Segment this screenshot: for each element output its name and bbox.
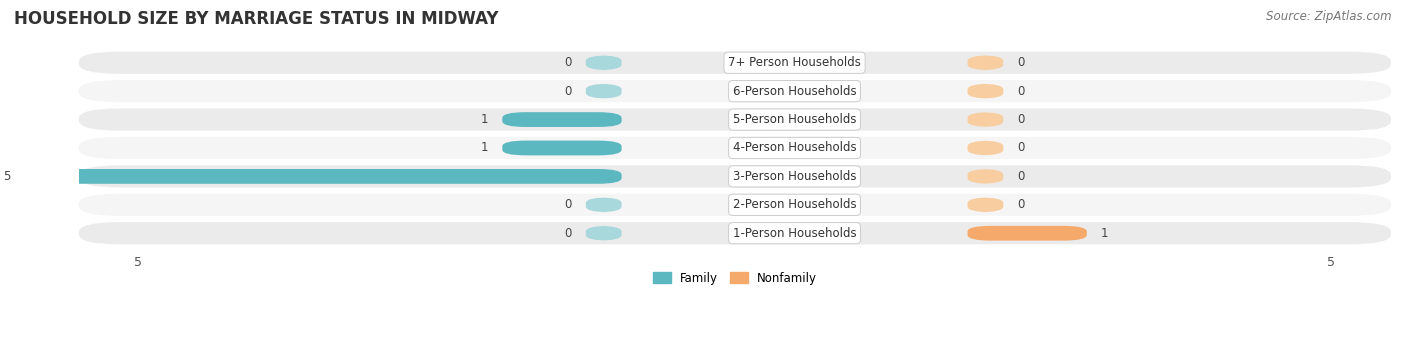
Text: 0: 0 — [1018, 85, 1025, 98]
Text: 0: 0 — [1018, 56, 1025, 69]
Text: 4-Person Households: 4-Person Households — [733, 142, 856, 154]
Text: 5-Person Households: 5-Person Households — [733, 113, 856, 126]
Text: 7+ Person Households: 7+ Person Households — [728, 56, 860, 69]
FancyBboxPatch shape — [79, 165, 1391, 188]
FancyBboxPatch shape — [967, 226, 1087, 241]
FancyBboxPatch shape — [967, 169, 1004, 184]
Text: 0: 0 — [1018, 142, 1025, 154]
Text: 1: 1 — [481, 142, 488, 154]
FancyBboxPatch shape — [586, 226, 621, 241]
FancyBboxPatch shape — [967, 197, 1004, 212]
FancyBboxPatch shape — [586, 197, 621, 212]
FancyBboxPatch shape — [967, 112, 1004, 127]
FancyBboxPatch shape — [79, 194, 1391, 216]
FancyBboxPatch shape — [79, 80, 1391, 102]
Text: 0: 0 — [1018, 113, 1025, 126]
Text: 1: 1 — [481, 113, 488, 126]
FancyBboxPatch shape — [79, 51, 1391, 74]
FancyBboxPatch shape — [967, 140, 1004, 155]
FancyBboxPatch shape — [967, 55, 1004, 70]
Text: HOUSEHOLD SIZE BY MARRIAGE STATUS IN MIDWAY: HOUSEHOLD SIZE BY MARRIAGE STATUS IN MID… — [14, 10, 499, 28]
FancyBboxPatch shape — [502, 112, 621, 127]
FancyBboxPatch shape — [502, 140, 621, 155]
Text: 0: 0 — [564, 56, 571, 69]
FancyBboxPatch shape — [586, 55, 621, 70]
FancyBboxPatch shape — [586, 84, 621, 99]
Text: 0: 0 — [564, 198, 571, 211]
Text: Source: ZipAtlas.com: Source: ZipAtlas.com — [1267, 10, 1392, 23]
FancyBboxPatch shape — [79, 108, 1391, 131]
Text: 5: 5 — [3, 170, 11, 183]
Text: 0: 0 — [1018, 170, 1025, 183]
Text: 0: 0 — [564, 85, 571, 98]
Text: 6-Person Households: 6-Person Households — [733, 85, 856, 98]
Text: 0: 0 — [1018, 198, 1025, 211]
Text: 0: 0 — [564, 227, 571, 240]
FancyBboxPatch shape — [967, 84, 1004, 99]
Text: 1-Person Households: 1-Person Households — [733, 227, 856, 240]
FancyBboxPatch shape — [25, 169, 621, 184]
Text: 3-Person Households: 3-Person Households — [733, 170, 856, 183]
Legend: Family, Nonfamily: Family, Nonfamily — [648, 267, 821, 290]
Text: 2-Person Households: 2-Person Households — [733, 198, 856, 211]
FancyBboxPatch shape — [79, 137, 1391, 159]
FancyBboxPatch shape — [79, 222, 1391, 244]
Text: 1: 1 — [1101, 227, 1109, 240]
